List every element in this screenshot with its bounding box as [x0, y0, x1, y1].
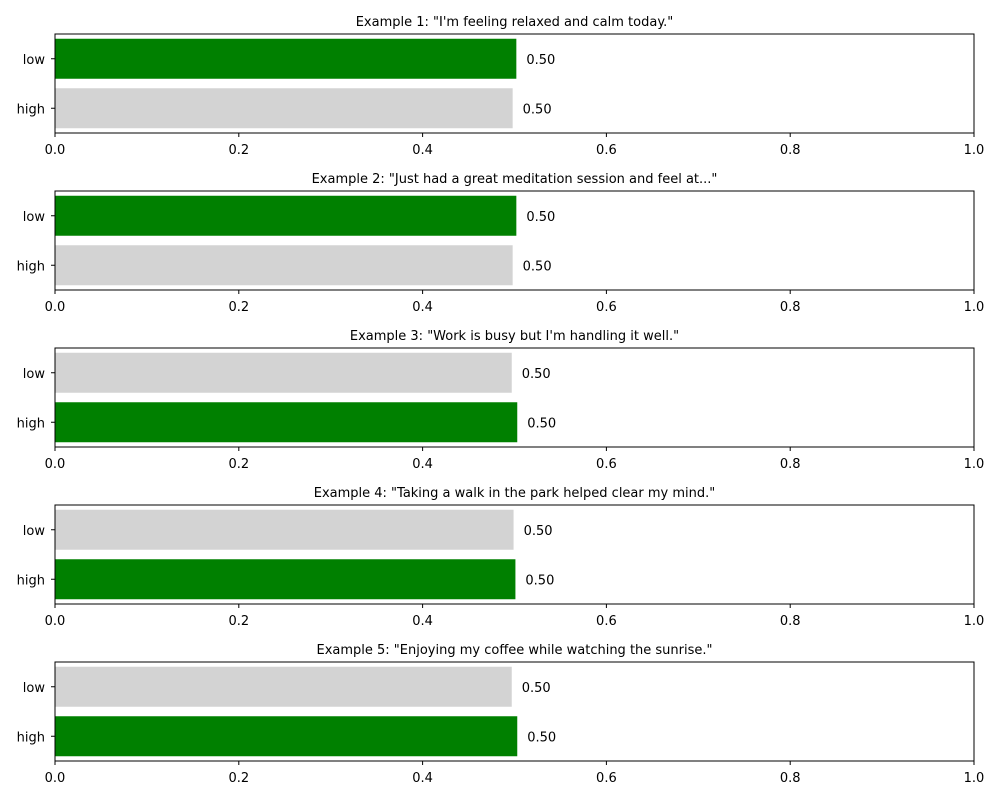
x-tick-label: 0.2: [228, 457, 249, 472]
bar-low: [55, 352, 512, 393]
x-tick-label: 0.8: [780, 614, 801, 629]
axes-frame: [54, 190, 975, 291]
x-tick-label: 0.2: [228, 300, 249, 315]
bar-low: [55, 195, 517, 236]
chart-title: Example 4: "Taking a walk in the park he…: [314, 486, 716, 501]
bar-value-label: 0.50: [527, 730, 556, 745]
y-tick-label: high: [17, 259, 45, 274]
y-tick-label: high: [17, 573, 45, 588]
y-tick-label: low: [23, 367, 46, 382]
chart-title: Example 3: "Work is busy but I'm handlin…: [350, 329, 679, 344]
x-tick-label: 0.0: [45, 457, 66, 472]
bar-value-label: 0.50: [523, 102, 552, 117]
x-tick-label: 0.8: [780, 300, 801, 315]
bar-high: [55, 716, 518, 757]
bar-high: [55, 402, 518, 443]
x-tick-label: 0.4: [412, 771, 433, 786]
bar-low: [55, 666, 512, 707]
bar-high: [55, 88, 513, 129]
axes-frame: [54, 504, 975, 605]
y-tick-label: high: [17, 730, 45, 745]
y-tick-label: low: [23, 524, 46, 539]
x-tick-label: 1.0: [964, 143, 985, 158]
bar-value-label: 0.50: [522, 367, 551, 382]
x-tick-label: 1.0: [964, 300, 985, 315]
x-tick-label: 0.2: [228, 771, 249, 786]
x-tick-label: 0.0: [45, 143, 66, 158]
x-tick-label: 0.6: [596, 457, 617, 472]
y-tick-label: low: [23, 681, 46, 696]
bar-value-label: 0.50: [524, 524, 553, 539]
x-tick-label: 0.6: [596, 300, 617, 315]
y-tick-label: high: [17, 102, 45, 117]
x-tick-label: 0.4: [412, 457, 433, 472]
y-tick-label: high: [17, 416, 45, 431]
x-tick-label: 0.2: [228, 614, 249, 629]
chart-title: Example 1: "I'm feeling relaxed and calm…: [356, 15, 674, 30]
x-tick-label: 1.0: [964, 457, 985, 472]
axes-frame: [54, 661, 975, 762]
bar-value-label: 0.50: [523, 259, 552, 274]
chart-title: Example 2: "Just had a great meditation …: [312, 172, 718, 187]
x-tick-label: 0.8: [780, 457, 801, 472]
y-tick-label: low: [23, 53, 46, 68]
x-tick-label: 0.4: [412, 614, 433, 629]
x-tick-label: 0.2: [228, 143, 249, 158]
x-tick-label: 0.4: [412, 300, 433, 315]
y-tick-label: low: [23, 210, 46, 225]
bar-value-label: 0.50: [525, 573, 554, 588]
x-tick-label: 0.0: [45, 771, 66, 786]
x-tick-label: 0.4: [412, 143, 433, 158]
x-tick-label: 0.6: [596, 614, 617, 629]
axes-frame: [54, 33, 975, 134]
x-tick-label: 1.0: [964, 771, 985, 786]
bar-low: [55, 509, 514, 550]
axes-frame: [54, 347, 975, 448]
x-tick-label: 0.8: [780, 771, 801, 786]
bar-low: [55, 38, 517, 79]
bar-value-label: 0.50: [526, 210, 555, 225]
bar-high: [55, 245, 513, 286]
bar-high: [55, 559, 516, 600]
chart-title: Example 5: "Enjoying my coffee while wat…: [316, 643, 712, 658]
x-tick-label: 1.0: [964, 614, 985, 629]
x-tick-label: 0.0: [45, 614, 66, 629]
bar-value-label: 0.50: [522, 681, 551, 696]
x-tick-label: 0.6: [596, 771, 617, 786]
bar-value-label: 0.50: [526, 53, 555, 68]
bar-value-label: 0.50: [527, 416, 556, 431]
x-tick-label: 0.6: [596, 143, 617, 158]
x-tick-label: 0.8: [780, 143, 801, 158]
x-tick-label: 0.0: [45, 300, 66, 315]
